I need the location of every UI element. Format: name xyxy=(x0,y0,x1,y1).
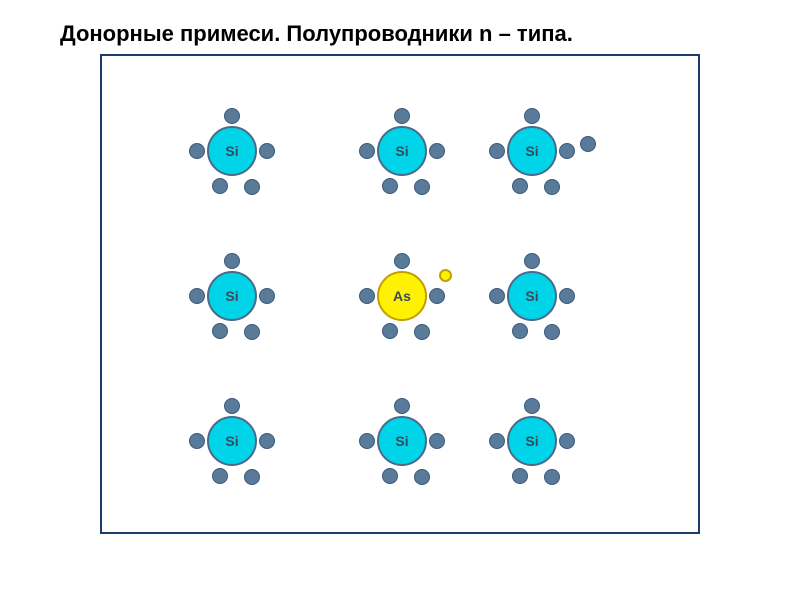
valence-electron xyxy=(244,469,260,485)
valence-electron xyxy=(489,288,505,304)
valence-electron xyxy=(382,323,398,339)
silicon-atom: Si xyxy=(507,416,557,466)
valence-electron xyxy=(189,288,205,304)
arsenic-atom: As xyxy=(377,271,427,321)
valence-electron xyxy=(559,288,575,304)
valence-electron xyxy=(244,324,260,340)
valence-electron xyxy=(224,108,240,124)
valence-electron xyxy=(429,143,445,159)
free-electron xyxy=(580,136,596,152)
valence-electron xyxy=(544,324,560,340)
valence-electron xyxy=(429,433,445,449)
valence-electron xyxy=(429,288,445,304)
valence-electron xyxy=(212,323,228,339)
valence-electron xyxy=(489,433,505,449)
valence-electron xyxy=(512,323,528,339)
valence-electron xyxy=(189,433,205,449)
valence-electron xyxy=(382,468,398,484)
valence-electron xyxy=(559,143,575,159)
valence-electron xyxy=(414,324,430,340)
valence-electron xyxy=(394,253,410,269)
valence-electron xyxy=(524,108,540,124)
silicon-atom: Si xyxy=(377,126,427,176)
silicon-atom: Si xyxy=(207,271,257,321)
valence-electron xyxy=(394,108,410,124)
lattice-diagram: Si Si Si Si As Si Si Si Si xyxy=(100,54,700,534)
silicon-atom: Si xyxy=(377,416,427,466)
page-title: Донорные примеси. Полупроводники n – тип… xyxy=(60,20,740,49)
valence-electron xyxy=(189,143,205,159)
valence-electron xyxy=(544,469,560,485)
valence-electron xyxy=(414,469,430,485)
valence-electron xyxy=(394,398,410,414)
donor-electron xyxy=(439,269,452,282)
valence-electron xyxy=(544,179,560,195)
valence-electron xyxy=(524,253,540,269)
valence-electron xyxy=(489,143,505,159)
valence-electron xyxy=(224,253,240,269)
silicon-atom: Si xyxy=(207,416,257,466)
valence-electron xyxy=(414,179,430,195)
valence-electron xyxy=(224,398,240,414)
valence-electron xyxy=(559,433,575,449)
valence-electron xyxy=(359,288,375,304)
valence-electron xyxy=(382,178,398,194)
valence-electron xyxy=(512,178,528,194)
valence-electron xyxy=(212,178,228,194)
valence-electron xyxy=(359,143,375,159)
valence-electron xyxy=(359,433,375,449)
valence-electron xyxy=(259,288,275,304)
valence-electron xyxy=(512,468,528,484)
valence-electron xyxy=(259,143,275,159)
valence-electron xyxy=(212,468,228,484)
silicon-atom: Si xyxy=(507,126,557,176)
valence-electron xyxy=(524,398,540,414)
silicon-atom: Si xyxy=(507,271,557,321)
valence-electron xyxy=(244,179,260,195)
valence-electron xyxy=(259,433,275,449)
silicon-atom: Si xyxy=(207,126,257,176)
